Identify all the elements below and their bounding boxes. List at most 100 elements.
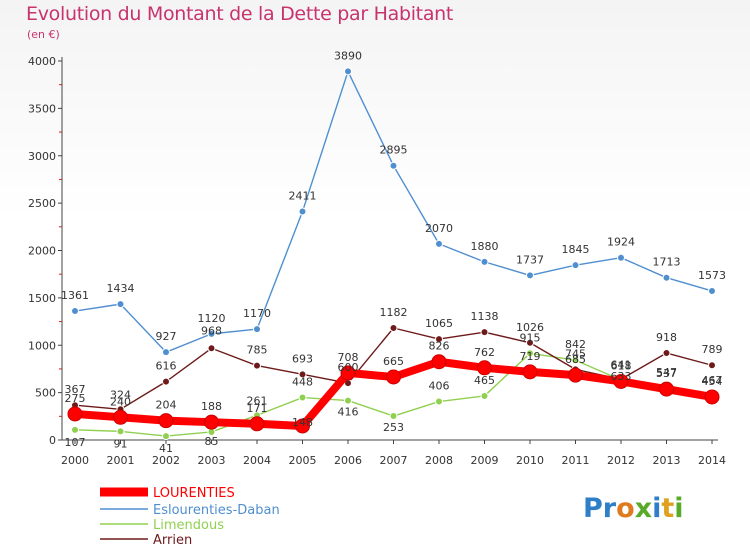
data-label: 1182	[380, 306, 408, 319]
data-label: 465	[474, 374, 495, 387]
data-label: 641	[611, 358, 632, 371]
chart-data-labels: 1361 1434 927 1120 1170 2411 3890 2895 2070 1880 1…	[61, 49, 726, 455]
data-label: 1065	[425, 317, 453, 330]
data-point	[344, 67, 352, 76]
legend-label: Eslourenties-Daban	[153, 503, 280, 518]
data-label: 633	[611, 370, 632, 383]
x-tick-label: 2014	[698, 454, 726, 467]
data-label: 1138	[471, 310, 499, 323]
data-label: 148	[292, 416, 313, 429]
data-label: 107	[65, 436, 86, 449]
data-label: 448	[292, 376, 313, 389]
chart-series-lines	[67, 67, 720, 441]
data-point	[435, 335, 443, 344]
data-point	[522, 364, 538, 380]
data-label: 324	[110, 388, 131, 401]
y-tick-label: 1000	[28, 339, 56, 352]
x-tick-label: 2012	[607, 454, 635, 467]
data-point	[71, 425, 79, 434]
data-point	[571, 261, 580, 270]
data-label: 1170	[243, 307, 271, 320]
y-tick-label: 2000	[28, 245, 56, 258]
data-point	[298, 207, 307, 216]
data-point	[480, 328, 489, 337]
data-label: 685	[565, 353, 586, 366]
data-label: 188	[201, 400, 222, 413]
data-point	[116, 300, 125, 309]
data-point	[71, 307, 79, 316]
data-label: 547	[656, 366, 677, 379]
data-label: 1026	[516, 321, 544, 334]
data-point	[704, 389, 720, 405]
data-point	[249, 416, 265, 432]
data-label: 745	[565, 347, 586, 360]
x-tick-label: 2003	[198, 454, 226, 467]
x-tick-label: 2005	[289, 454, 317, 467]
data-point	[389, 161, 398, 170]
data-label: 467	[702, 374, 723, 387]
data-label: 204	[156, 399, 177, 412]
data-point	[526, 271, 534, 280]
data-label: 719	[520, 350, 541, 363]
legend-label: Limendous	[153, 518, 224, 533]
logo-letter: i	[652, 493, 661, 524]
chart-axes: 0 500 1000 1500 2000 2500 3000 3500 4000 2000 2001…	[28, 55, 726, 467]
data-label: 261	[247, 394, 268, 407]
data-label: 826	[429, 340, 450, 353]
data-label: 968	[201, 324, 222, 337]
data-point	[386, 369, 401, 385]
data-point	[204, 414, 219, 430]
x-tick-label: 2011	[562, 454, 590, 467]
data-label: 253	[383, 421, 404, 434]
data-label: 91	[114, 437, 128, 450]
logo-letter: x	[635, 493, 652, 524]
data-label: 41	[159, 442, 173, 455]
data-label: 2070	[425, 222, 453, 235]
y-tick-label: 3500	[28, 102, 56, 115]
data-point	[162, 348, 170, 357]
data-label: 171	[247, 402, 268, 415]
data-point	[526, 349, 534, 358]
data-point	[162, 377, 170, 386]
data-label: 927	[156, 330, 177, 343]
y-tick-label: 4000	[28, 55, 56, 68]
x-tick-label: 2013	[653, 454, 681, 467]
x-tick-label: 2007	[380, 454, 408, 467]
data-label: 275	[65, 392, 86, 405]
data-point	[662, 349, 671, 358]
data-label: 708	[338, 351, 359, 364]
data-point	[389, 412, 398, 421]
data-point	[344, 396, 352, 405]
data-point	[431, 354, 447, 370]
data-point	[207, 329, 216, 338]
chart-legend: LOURENTIES Eslourenties-DabanLimendousArr…	[100, 486, 280, 548]
data-label: 1713	[653, 256, 681, 269]
data-label: 665	[383, 355, 404, 368]
data-point	[116, 427, 125, 436]
data-label: 618	[611, 359, 632, 372]
data-point	[435, 239, 443, 248]
data-label: 367	[65, 383, 86, 396]
x-tick-label: 2001	[107, 454, 135, 467]
y-tick-label: 3000	[28, 150, 56, 163]
data-label: 789	[702, 343, 723, 356]
data-point	[613, 373, 629, 389]
y-tick-label: 1500	[28, 292, 56, 305]
data-label: 416	[338, 406, 359, 419]
x-tick-label: 2010	[516, 454, 544, 467]
legend-label: Arrien	[153, 533, 192, 548]
data-label: 2411	[289, 190, 317, 203]
data-point	[526, 338, 534, 347]
x-tick-label: 2008	[425, 454, 453, 467]
data-point	[617, 253, 625, 262]
data-label: 2895	[380, 144, 408, 157]
data-point	[295, 418, 310, 434]
data-label: 240	[110, 395, 131, 408]
data-point	[389, 324, 398, 333]
logo-letter: P	[583, 493, 603, 524]
data-label: 1880	[471, 240, 499, 253]
data-point	[113, 409, 128, 425]
y-tick-label: 2500	[28, 197, 56, 210]
data-label: 915	[520, 331, 541, 344]
